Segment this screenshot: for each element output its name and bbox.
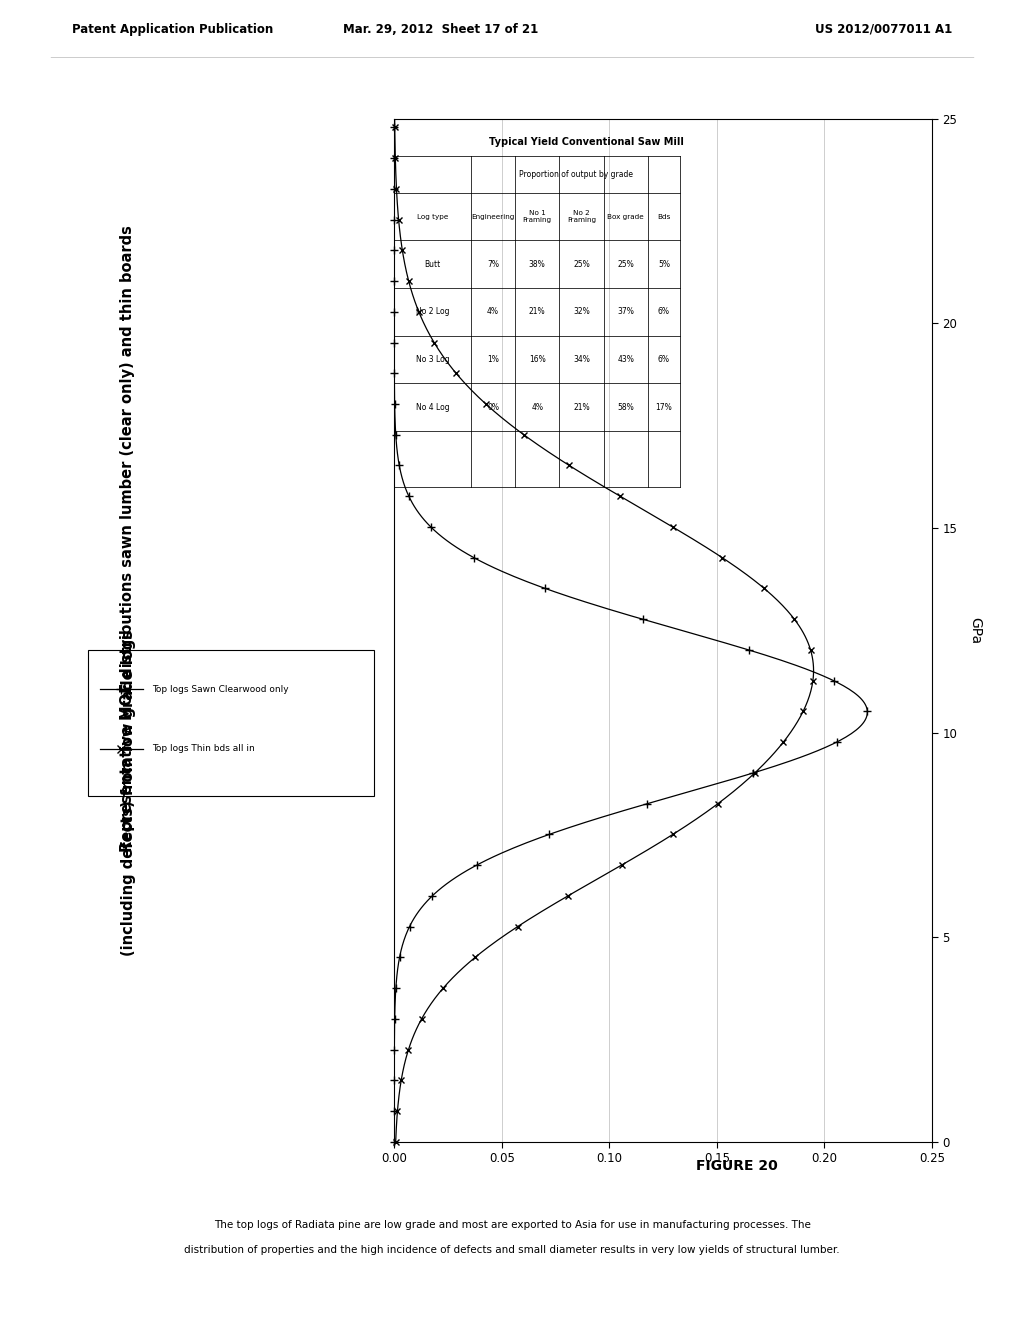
Text: 37%: 37% — [617, 308, 634, 317]
Text: 4%: 4% — [531, 403, 544, 412]
Text: 7%: 7% — [487, 260, 499, 269]
Text: No 1
Framing: No 1 Framing — [522, 210, 552, 223]
Text: No 2
Framing: No 2 Framing — [567, 210, 596, 223]
Text: Top logs Thin bds all in: Top logs Thin bds all in — [153, 744, 255, 752]
Text: 16%: 16% — [529, 355, 546, 364]
Text: No 4 Log: No 4 Log — [416, 403, 450, 412]
Text: US 2012/0077011 A1: US 2012/0077011 A1 — [815, 22, 952, 36]
Text: Log type: Log type — [417, 214, 449, 219]
Text: Proportion of output by grade: Proportion of output by grade — [519, 170, 633, 180]
Text: (including defects) from low grade logs: (including defects) from low grade logs — [121, 630, 135, 956]
Text: No 3 Log: No 3 Log — [416, 355, 450, 364]
Text: 43%: 43% — [617, 355, 634, 364]
Text: 0%: 0% — [487, 403, 499, 412]
Text: 5%: 5% — [658, 260, 670, 269]
Text: No 2 Log: No 2 Log — [416, 308, 450, 317]
Text: 34%: 34% — [573, 355, 590, 364]
Text: 6%: 6% — [658, 355, 670, 364]
Text: 4%: 4% — [487, 308, 499, 317]
Text: 6%: 6% — [658, 308, 670, 317]
Text: 25%: 25% — [617, 260, 634, 269]
Text: 32%: 32% — [573, 308, 590, 317]
Text: Typical Yield Conventional Saw Mill: Typical Yield Conventional Saw Mill — [488, 136, 684, 147]
Text: FIGURE 20: FIGURE 20 — [696, 1159, 778, 1172]
Text: 25%: 25% — [573, 260, 590, 269]
Text: 21%: 21% — [573, 403, 590, 412]
Text: Bds: Bds — [657, 214, 671, 219]
Text: distribution of properties and the high incidence of defects and small diameter : distribution of properties and the high … — [184, 1245, 840, 1255]
Y-axis label: GPa: GPa — [968, 616, 982, 644]
Text: The top logs of Radiata pine are low grade and most are exported to Asia for use: The top logs of Radiata pine are low gra… — [214, 1220, 810, 1230]
Text: Engineering: Engineering — [471, 214, 515, 219]
Text: Representative MOE distributions sawn lumber (clear only) and thin boards: Representative MOE distributions sawn lu… — [121, 226, 135, 851]
Text: Top logs Sawn Clearwood only: Top logs Sawn Clearwood only — [153, 685, 289, 694]
Text: Mar. 29, 2012  Sheet 17 of 21: Mar. 29, 2012 Sheet 17 of 21 — [343, 22, 538, 36]
Text: 38%: 38% — [529, 260, 546, 269]
Text: Box grade: Box grade — [607, 214, 644, 219]
Text: 21%: 21% — [529, 308, 546, 317]
Text: 1%: 1% — [487, 355, 499, 364]
Text: 17%: 17% — [655, 403, 673, 412]
Text: 58%: 58% — [617, 403, 634, 412]
Text: Patent Application Publication: Patent Application Publication — [72, 22, 273, 36]
Text: Butt: Butt — [425, 260, 440, 269]
